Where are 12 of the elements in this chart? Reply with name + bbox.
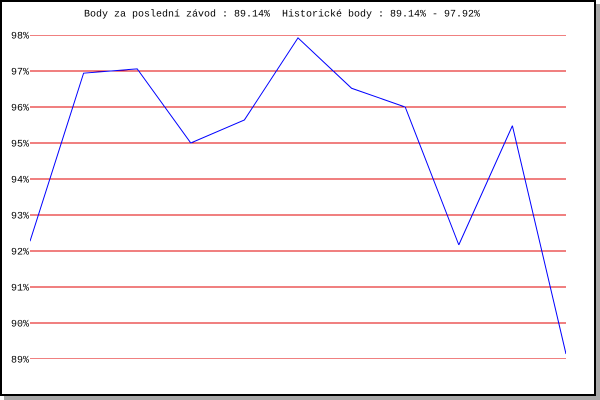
y-tick-label: 95% (10, 140, 29, 150)
line-series (30, 37, 566, 354)
y-tick-label: 93% (10, 212, 29, 222)
y-tick-label: 98% (10, 32, 29, 42)
y-tick-label: 89% (10, 356, 29, 366)
y-tick-label: 90% (10, 320, 29, 330)
y-tick-label: 91% (10, 284, 29, 294)
y-tick-label: 97% (10, 68, 29, 78)
y-tick-label: 96% (10, 104, 29, 114)
chart-title: Body za poslední závod : 89.14% Historické body : 89.14% - 97.92% (84, 8, 480, 20)
y-tick-label: 92% (10, 248, 29, 258)
y-tick-label: 94% (10, 176, 29, 186)
